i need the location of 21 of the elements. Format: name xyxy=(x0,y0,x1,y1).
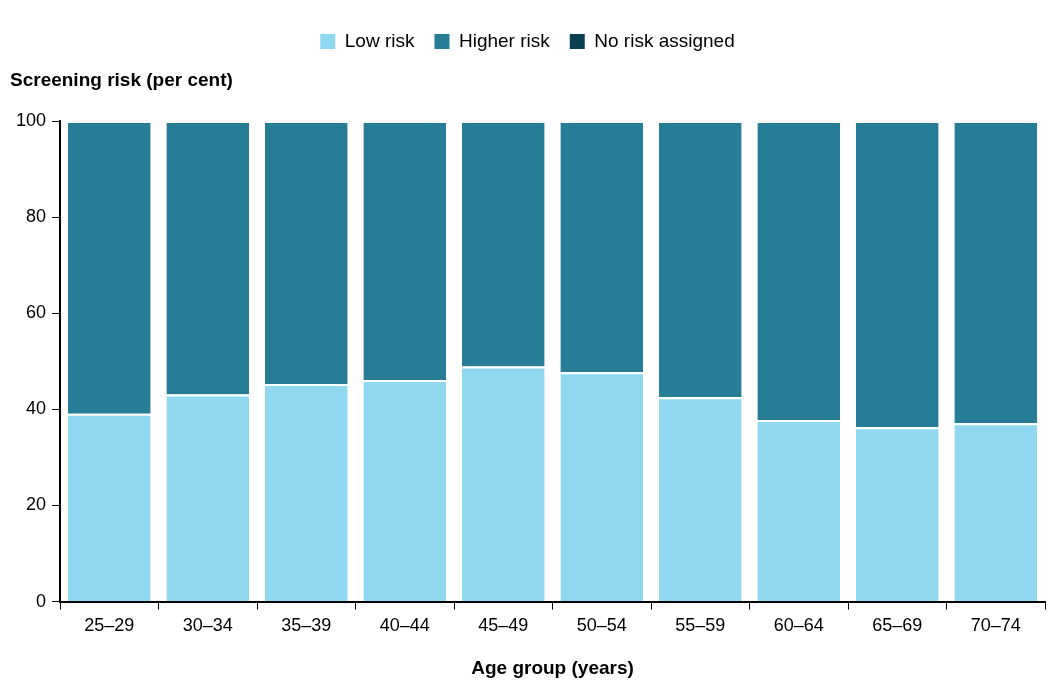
y-tick-label: 60 xyxy=(26,302,47,323)
legend-label: No risk assigned xyxy=(594,29,735,51)
x-tick-label: 65–69 xyxy=(872,615,923,636)
y-tick-label: 80 xyxy=(26,206,47,227)
y-tick-label: 100 xyxy=(15,109,47,130)
y-tick-label: 20 xyxy=(26,494,47,515)
x-tick-label: 40–44 xyxy=(379,615,430,636)
legend-label: Higher risk xyxy=(458,29,551,51)
legend-label: Low risk xyxy=(344,29,415,51)
x-tick-label: 45–49 xyxy=(478,615,529,636)
x-tick-label: 55–59 xyxy=(675,615,726,636)
y-tick-label: 0 xyxy=(36,590,47,611)
x-tick-label: 35–39 xyxy=(281,615,332,636)
x-tick-label: 30–34 xyxy=(182,615,233,636)
y-axis-title: Screening risk (per cent) xyxy=(10,69,233,91)
x-tick-label: 60–64 xyxy=(773,615,824,636)
x-axis-title: Age group (years) xyxy=(471,656,634,678)
x-tick-label: 25–29 xyxy=(84,615,135,636)
x-tick-label: 50–54 xyxy=(576,615,627,636)
y-tick-label: 40 xyxy=(26,398,47,419)
x-tick-label: 70–74 xyxy=(970,615,1021,636)
